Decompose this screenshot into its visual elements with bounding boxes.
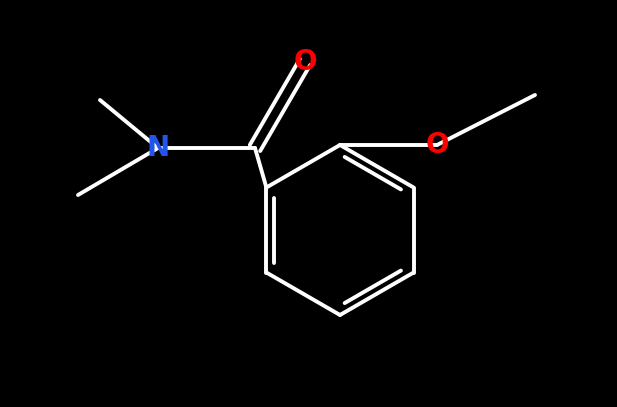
- Text: O: O: [425, 131, 449, 159]
- Text: N: N: [146, 134, 170, 162]
- Text: O: O: [293, 48, 317, 76]
